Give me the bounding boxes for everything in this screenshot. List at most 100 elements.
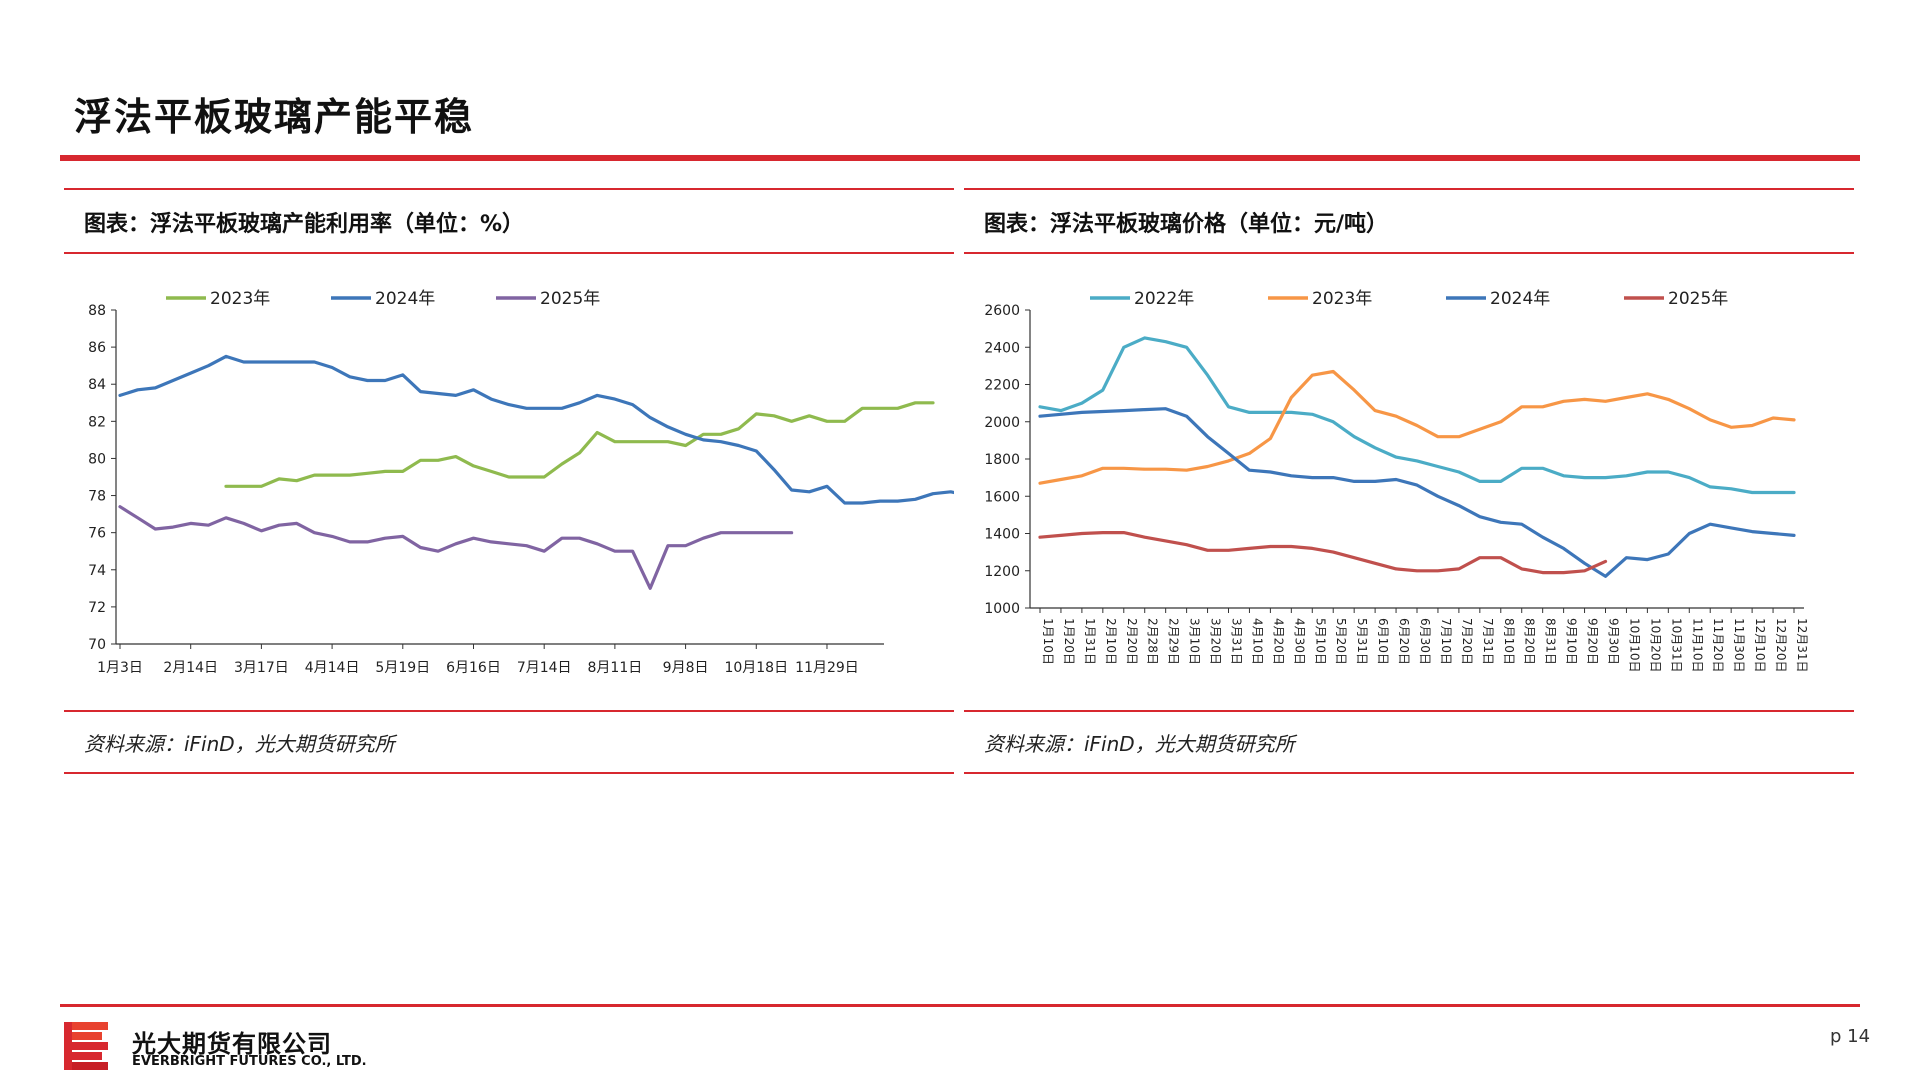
data-source: 资料来源：iFinD，光大期货研究所 [84, 732, 395, 756]
y-tick-label: 76 [88, 526, 106, 542]
x-tick-label: 8月11日 [588, 660, 643, 676]
y-tick-label: 82 [88, 414, 106, 430]
x-tick-label: 11月10日 [1690, 618, 1704, 673]
x-tick-label: 1月20日 [1062, 618, 1076, 665]
panel-bottom-rule [64, 772, 954, 774]
x-tick-label: 6月16日 [446, 660, 501, 676]
x-tick-label: 5月20日 [1334, 618, 1348, 665]
x-tick-label: 11月30日 [1732, 618, 1746, 673]
legend-label: 2023年 [210, 289, 270, 309]
x-tick-label: 3月10日 [1188, 618, 1202, 665]
x-tick-label: 2月29日 [1167, 618, 1181, 665]
y-tick-label: 70 [88, 637, 106, 653]
panel-heading-rule [64, 252, 954, 254]
x-tick-label: 1月31日 [1083, 618, 1097, 665]
x-tick-label: 7月31日 [1481, 618, 1495, 665]
panel-source-rule [964, 710, 1854, 712]
legend-label: 2025年 [1668, 289, 1728, 309]
x-tick-label: 8月20日 [1523, 618, 1537, 665]
capacity-utilization-chart: 70 72 74 76 78 80 82 84 86 88 1月3日 2月14日 3月17日 4月14日 5… [88, 289, 954, 676]
x-tick-label: 2月10日 [1104, 618, 1118, 665]
company-name-en: EVERBRIGHT FUTURES CO., LTD. [132, 1054, 367, 1069]
x-tick-label: 6月20日 [1397, 618, 1411, 665]
x-tick-label: 10月10日 [1627, 618, 1641, 673]
y-tick-label: 1000 [984, 601, 1020, 617]
x-tick-label: 1月10日 [1041, 618, 1055, 665]
x-tick-label: 12月10日 [1753, 618, 1767, 673]
x-tick-label: 2月28日 [1146, 618, 1160, 665]
x-tick-label: 6月10日 [1376, 618, 1390, 665]
panel-top-rule [964, 188, 1854, 190]
x-tick-label: 11月29日 [795, 660, 859, 676]
x-tick-label: 5月10日 [1313, 618, 1327, 665]
y-tick-label: 1600 [984, 489, 1020, 505]
series-line [224, 401, 935, 488]
y-tick-label: 2600 [984, 303, 1020, 319]
glass-price-chart: 1000 1200 1400 1600 1800 2000 2200 2400 2600 1月10… [984, 289, 1809, 673]
x-tick-label: 9月10日 [1565, 618, 1579, 665]
legend-label: 2023年 [1312, 289, 1372, 309]
x-tick-label: 2月20日 [1125, 618, 1139, 665]
y-tick-label: 86 [88, 340, 106, 356]
x-tick-label: 10月20日 [1648, 618, 1662, 673]
x-tick-label: 9月20日 [1586, 618, 1600, 665]
x-tick-label: 2月14日 [163, 660, 218, 676]
x-tick-label: 3月31日 [1230, 618, 1244, 665]
title-rule [60, 155, 1860, 161]
panel-capacity-utilization: 图表：浮法平板玻璃产能利用率（单位：%） 70 72 74 76 78 80 82 84 86 8… [64, 188, 954, 774]
x-tick-label: 5月19日 [375, 660, 430, 676]
y-tick-label: 1400 [984, 527, 1020, 543]
legend-label: 2024年 [375, 289, 435, 309]
series-line [1038, 369, 1796, 485]
company-logo-icon [64, 1022, 108, 1070]
chart-heading: 图表：浮法平板玻璃产能利用率（单位：%） [84, 212, 525, 237]
panel-glass-price: 图表：浮法平板玻璃价格（单位：元/吨） 1000 1200 1400 1600 1800… [964, 188, 1854, 774]
x-tick-label: 8月31日 [1544, 618, 1558, 665]
x-tick-label: 9月8日 [663, 660, 709, 676]
y-tick-label: 2400 [984, 340, 1020, 356]
legend-label: 2025年 [540, 289, 600, 309]
x-tick-label: 8月10日 [1502, 618, 1516, 665]
x-tick-label: 1月3日 [97, 660, 143, 676]
y-tick-label: 2000 [984, 415, 1020, 431]
y-tick-label: 88 [88, 303, 106, 319]
x-tick-label: 7月14日 [517, 660, 572, 676]
x-tick-label: 3月20日 [1209, 618, 1223, 665]
x-tick-label: 5月31日 [1355, 618, 1369, 665]
y-tick-label: 80 [88, 451, 106, 467]
x-tick-label: 12月20日 [1774, 618, 1788, 673]
series-line [1038, 531, 1608, 575]
series-line [1038, 336, 1796, 495]
panel-source-rule [64, 710, 954, 712]
data-source: 资料来源：iFinD，光大期货研究所 [984, 732, 1295, 756]
y-tick-label: 1200 [984, 564, 1020, 580]
series-line [118, 505, 794, 590]
y-tick-label: 1800 [984, 452, 1020, 468]
x-tick-label: 4月20日 [1271, 618, 1285, 665]
y-tick-label: 84 [88, 377, 106, 393]
x-tick-label: 7月20日 [1460, 618, 1474, 665]
page-number: p 14 [1830, 1026, 1871, 1047]
x-tick-label: 7月10日 [1439, 618, 1453, 665]
panel-bottom-rule [964, 772, 1854, 774]
y-tick-label: 74 [88, 563, 106, 579]
x-tick-label: 12月31日 [1795, 618, 1809, 673]
series-line [1038, 407, 1796, 578]
legend-label: 2024年 [1490, 289, 1550, 309]
x-tick-label: 3月17日 [234, 660, 289, 676]
series-line [118, 354, 954, 505]
chart-heading: 图表：浮法平板玻璃价格（单位：元/吨） [984, 212, 1389, 237]
y-tick-label: 2200 [984, 378, 1020, 394]
legend-label: 2022年 [1134, 289, 1194, 309]
company-name-cn: 光大期货有限公司 [132, 1030, 332, 1058]
x-tick-label: 10月18日 [724, 660, 788, 676]
x-tick-label: 4月30日 [1292, 618, 1306, 665]
x-tick-label: 4月14日 [305, 660, 360, 676]
x-tick-label: 11月20日 [1711, 618, 1725, 673]
page-title: 浮法平板玻璃产能平稳 [74, 95, 475, 139]
x-tick-label: 4月10日 [1250, 618, 1264, 665]
x-tick-label: 10月31日 [1669, 618, 1683, 673]
x-tick-label: 9月30日 [1607, 618, 1621, 665]
y-tick-label: 72 [88, 600, 106, 616]
y-tick-label: 78 [88, 489, 106, 505]
